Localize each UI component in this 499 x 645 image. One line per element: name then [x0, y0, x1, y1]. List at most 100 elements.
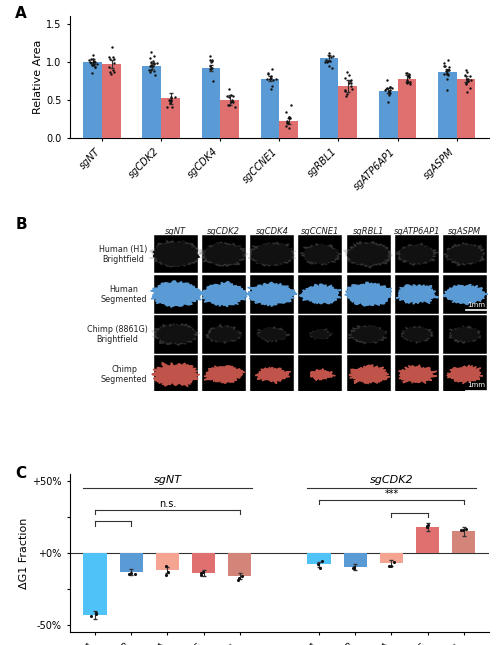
- Point: [162, 570, 170, 580]
- Point: [282, 121, 290, 132]
- Point: [167, 95, 175, 106]
- Bar: [154, 315, 198, 353]
- Point: [405, 72, 413, 82]
- Bar: [298, 275, 342, 313]
- Polygon shape: [345, 283, 392, 306]
- Point: [467, 74, 475, 84]
- Bar: [443, 315, 487, 353]
- Text: sgNT: sgNT: [165, 228, 186, 236]
- Point: [282, 107, 290, 117]
- Point: [110, 54, 118, 64]
- Polygon shape: [447, 365, 483, 384]
- Polygon shape: [199, 281, 250, 306]
- Bar: [83, 553, 107, 615]
- Point: [385, 86, 393, 96]
- Point: [325, 61, 333, 72]
- Point: [206, 51, 214, 61]
- Point: [146, 61, 154, 72]
- Point: [341, 85, 349, 95]
- Point: [162, 561, 170, 571]
- Polygon shape: [248, 242, 296, 266]
- Point: [402, 68, 410, 79]
- Point: [167, 95, 175, 106]
- Point: [284, 117, 292, 128]
- Polygon shape: [257, 327, 290, 342]
- Point: [343, 89, 351, 99]
- Text: sgCDK2: sgCDK2: [370, 475, 413, 485]
- Point: [326, 55, 334, 66]
- Point: [148, 61, 156, 72]
- Polygon shape: [399, 365, 437, 383]
- Text: sgNT: sgNT: [153, 475, 182, 485]
- Bar: [279, 121, 298, 138]
- Point: [150, 51, 158, 61]
- Bar: [154, 235, 198, 273]
- Point: [93, 59, 101, 70]
- Point: [464, 76, 472, 86]
- Polygon shape: [151, 281, 202, 307]
- Point: [445, 62, 453, 72]
- Point: [106, 54, 114, 64]
- Point: [440, 61, 448, 72]
- Point: [88, 67, 96, 77]
- Point: [404, 77, 412, 88]
- Point: [167, 93, 175, 103]
- Point: [85, 55, 93, 65]
- Bar: [452, 531, 476, 553]
- Polygon shape: [447, 245, 483, 264]
- Point: [390, 557, 398, 568]
- Point: [89, 57, 97, 68]
- Point: [197, 570, 205, 580]
- Polygon shape: [251, 243, 293, 264]
- Point: [227, 90, 235, 100]
- Point: [460, 525, 468, 535]
- Point: [90, 56, 98, 66]
- Point: [285, 123, 293, 133]
- Bar: [307, 553, 331, 564]
- Point: [445, 65, 453, 75]
- Bar: [154, 275, 198, 313]
- Point: [285, 112, 293, 123]
- Point: [283, 116, 291, 126]
- Point: [224, 100, 232, 110]
- Polygon shape: [205, 243, 246, 264]
- Polygon shape: [443, 284, 488, 304]
- Point: [318, 556, 326, 566]
- Point: [106, 66, 114, 77]
- Point: [266, 74, 274, 84]
- Polygon shape: [248, 283, 297, 306]
- Polygon shape: [152, 323, 200, 346]
- Polygon shape: [258, 327, 286, 341]
- Point: [443, 68, 451, 79]
- Point: [314, 559, 322, 569]
- Point: [286, 99, 294, 110]
- Point: [462, 79, 470, 90]
- Point: [263, 74, 271, 84]
- Text: sgASPM: sgASPM: [449, 228, 482, 236]
- Point: [171, 92, 179, 102]
- Bar: [398, 79, 416, 138]
- Point: [268, 81, 276, 91]
- Point: [463, 66, 471, 77]
- Point: [105, 62, 113, 72]
- Point: [108, 42, 116, 52]
- Point: [238, 571, 246, 581]
- Polygon shape: [152, 362, 200, 386]
- Bar: [202, 68, 221, 138]
- Point: [151, 70, 159, 80]
- Polygon shape: [204, 366, 245, 383]
- Text: Human
Segmented: Human Segmented: [101, 284, 147, 304]
- Point: [463, 86, 471, 97]
- Point: [382, 83, 390, 94]
- Polygon shape: [449, 326, 481, 343]
- Text: B: B: [15, 217, 27, 232]
- Text: sgCDK4: sgCDK4: [255, 228, 288, 236]
- Point: [92, 609, 100, 619]
- Point: [324, 56, 332, 66]
- Polygon shape: [309, 329, 332, 339]
- Bar: [346, 315, 391, 353]
- Point: [285, 112, 293, 122]
- Point: [166, 97, 174, 108]
- Point: [206, 64, 214, 74]
- Bar: [395, 355, 439, 393]
